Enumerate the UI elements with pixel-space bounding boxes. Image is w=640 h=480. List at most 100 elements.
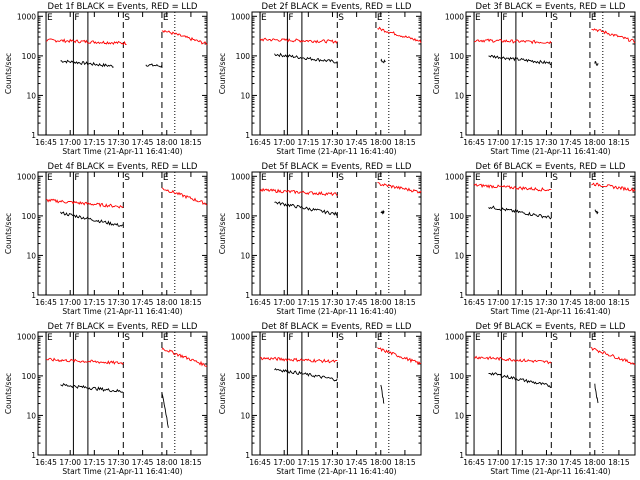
y-tick-label: 1 [459,291,464,300]
chart-panel-8: Det 8f BLACK = Events, RED = LLD 1 10 100 10… [218,322,422,476]
x-tick-label: 16:45 [463,138,485,147]
chart-title: Det 4f BLACK = Events, RED = LLD [48,162,198,172]
y-tick-label: 10 [26,251,36,260]
x-tick-label: 17:30 [108,458,130,467]
chart-title: Det 2f BLACK = Events, RED = LLD [262,2,412,12]
y-tick-label: 100 [450,212,465,221]
x-tick-label: 17:30 [108,138,130,147]
plot-frame [251,331,422,456]
y-tick-label: 1 [31,291,36,300]
lld-series-line [473,183,552,192]
marker-label: E [261,333,267,343]
chart-panel-1: Det 1f BLACK = Events, RED = LLD 1 10 100 10… [4,2,208,156]
chart-panel-9: Det 9f BLACK = Events, RED = LLD 1 10 100 10… [432,322,636,476]
lld-series-line [259,37,338,44]
y-tick-label: 1 [31,131,36,140]
marker-label: E [475,13,481,23]
x-tick-label: 18:15 [394,298,416,307]
plot-frame [37,11,208,136]
marker-label: E [163,333,169,343]
y-tick-label: 1000 [231,172,250,181]
events-series-line [161,392,169,428]
y-tick-label: 100 [450,52,465,61]
x-tick-label: 17:15 [512,458,534,467]
x-tick-label: 17:00 [273,458,295,467]
y-tick-label: 1000 [231,332,250,341]
marker-label: F [74,13,79,23]
marker-label: F [74,333,79,343]
x-axis-label: Start Time (21-Apr-11 16:41:40) [276,467,396,476]
y-tick-label: 1000 [445,172,464,181]
x-tick-label: 16:45 [249,458,271,467]
x-tick-label: 17:15 [512,138,534,147]
marker-label: E [475,333,481,343]
y-tick-label: 1000 [17,172,36,181]
marker-label: S [338,13,344,23]
x-tick-label: 17:15 [298,458,320,467]
plot-frame [465,11,636,136]
marker-label: E [475,173,481,183]
plot-frame [37,171,208,296]
x-tick-label: 16:45 [35,298,57,307]
y-tick-label: 100 [22,52,37,61]
y-tick-label: 100 [22,212,37,221]
events-series-line [60,211,124,227]
lld-series-line [259,356,338,364]
events-series-line [488,205,552,220]
marker-label: E [47,173,53,183]
marker-label: S [124,333,130,343]
y-axis-label: Counts/sec [218,373,227,414]
y-axis-label: Counts/sec [218,213,227,254]
x-tick-label: 17:30 [108,298,130,307]
x-tick-label: 17:15 [298,298,320,307]
x-axis-label: Start Time (21-Apr-11 16:41:40) [490,467,610,476]
y-tick-label: 100 [450,372,465,381]
x-tick-label: 18:15 [394,138,416,147]
x-axis-label: Start Time (21-Apr-11 16:41:40) [276,307,396,316]
y-tick-label: 1 [459,451,464,460]
lld-series-line [161,347,208,367]
x-tick-label: 18:15 [180,138,202,147]
y-axis-label: Counts/sec [4,53,13,94]
x-tick-label: 17:00 [59,138,81,147]
x-tick-label: 18:00 [584,458,606,467]
x-tick-label: 18:00 [370,458,392,467]
x-axis-label: Start Time (21-Apr-11 16:41:40) [490,307,610,316]
lld-series-line [45,357,124,365]
lld-series-line [591,28,636,44]
chart-panel-4: Det 4f BLACK = Events, RED = LLD 1 10 100 10… [4,162,208,316]
marker-label: E [47,333,53,343]
x-tick-label: 17:00 [59,298,81,307]
y-axis-label: Counts/sec [4,373,13,414]
y-tick-label: 1000 [445,332,464,341]
marker-label: S [552,333,558,343]
x-tick-label: 18:00 [156,458,178,467]
chart-panel-2: Det 2f BLACK = Events, RED = LLD 1 10 100 10… [218,2,422,156]
x-tick-label: 18:15 [608,138,630,147]
plot-frame [37,331,208,456]
x-tick-label: 16:45 [463,458,485,467]
x-tick-label: 18:15 [180,298,202,307]
x-tick-label: 17:30 [536,138,558,147]
events-series-line [60,59,114,68]
x-tick-label: 16:45 [35,458,57,467]
x-tick-label: 17:00 [273,138,295,147]
y-tick-label: 10 [26,411,36,420]
plot-frame [251,11,422,136]
marker-label: E [47,13,53,23]
marker-label: S [338,173,344,183]
events-series-line [274,52,338,64]
marker-label: F [288,13,293,23]
x-tick-label: 16:45 [249,138,271,147]
lld-series-line [45,38,127,46]
x-tick-label: 18:00 [370,138,392,147]
x-tick-label: 17:15 [84,138,106,147]
y-tick-label: 1000 [17,12,36,21]
chart-title: Det 8f BLACK = Events, RED = LLD [262,322,412,332]
events-series-line [594,209,599,215]
lld-series-line [474,38,552,45]
chart-title: Det 7f BLACK = Events, RED = LLD [48,322,198,332]
y-tick-label: 10 [240,411,250,420]
y-tick-label: 10 [454,251,464,260]
marker-label: S [124,173,130,183]
